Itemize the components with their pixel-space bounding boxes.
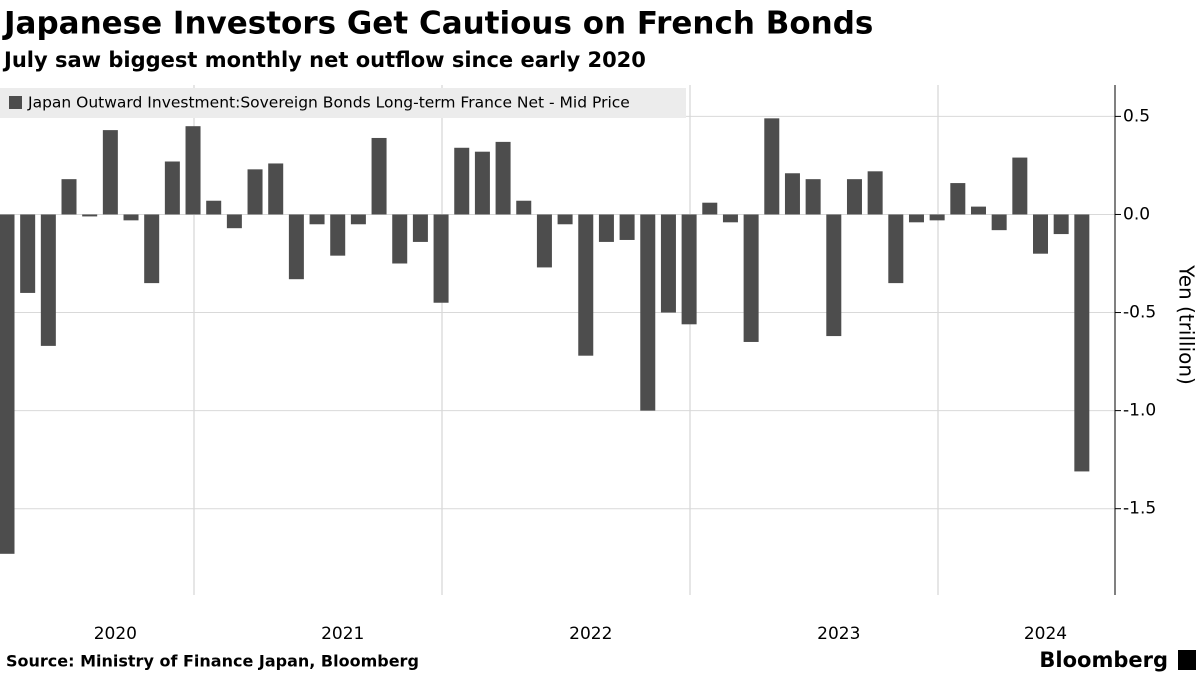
bar xyxy=(309,214,325,225)
bar xyxy=(950,183,966,215)
bar xyxy=(268,163,284,215)
x-tick-label: 2023 xyxy=(817,624,860,644)
y-tick-label: -0.5 xyxy=(1123,303,1156,323)
bar xyxy=(516,200,532,215)
bar xyxy=(681,214,697,325)
bar xyxy=(454,147,470,215)
bar xyxy=(1033,214,1048,254)
bar xyxy=(764,118,780,215)
bar xyxy=(350,214,366,225)
y-axis-label: Yen (trillion) xyxy=(1175,264,1199,385)
bar xyxy=(330,214,346,256)
bar xyxy=(826,214,842,337)
x-tick-label: 2024 xyxy=(1024,624,1067,644)
x-tick-label: 2020 xyxy=(94,624,137,644)
y-tick-label: 0.5 xyxy=(1123,106,1150,126)
bar xyxy=(598,214,614,242)
bar xyxy=(1074,214,1090,472)
bar xyxy=(743,214,759,342)
bar xyxy=(20,214,36,293)
bar xyxy=(82,214,98,217)
x-tick-label: 2022 xyxy=(569,624,612,644)
bar xyxy=(61,179,77,215)
chart-subtitle: July saw biggest monthly net outflow sin… xyxy=(2,48,646,72)
legend-label: Japan Outward Investment:Sovereign Bonds… xyxy=(27,94,630,112)
y-tick-label: -1.0 xyxy=(1123,401,1156,421)
legend-swatch xyxy=(9,96,22,109)
bar xyxy=(226,214,242,229)
bar xyxy=(846,179,862,215)
bar xyxy=(702,202,718,215)
bar xyxy=(908,214,924,223)
bar xyxy=(102,130,118,215)
bar xyxy=(144,214,160,284)
source: Source: Ministry of Finance Japan, Bloom… xyxy=(6,652,419,671)
brand-icon xyxy=(1178,650,1196,670)
bar xyxy=(371,137,387,215)
bar xyxy=(929,214,945,221)
bar xyxy=(288,214,304,280)
legend-box xyxy=(0,88,686,118)
x-tick-label: 2021 xyxy=(321,624,364,644)
bar xyxy=(640,214,656,411)
bar xyxy=(123,214,139,221)
bar xyxy=(164,161,180,215)
bar xyxy=(888,214,904,284)
bar xyxy=(557,214,573,225)
bar xyxy=(206,200,222,215)
bar xyxy=(805,179,821,215)
brand: Bloomberg xyxy=(1039,648,1168,672)
bar xyxy=(433,214,449,303)
bar xyxy=(474,151,490,215)
bar xyxy=(1012,157,1028,215)
bar xyxy=(412,214,428,242)
bar xyxy=(495,141,511,215)
bar xyxy=(619,214,635,240)
y-tick-label: -1.5 xyxy=(1123,499,1156,519)
bar xyxy=(722,214,738,223)
chart-title: Japanese Investors Get Cautious on Frenc… xyxy=(2,6,873,42)
bar xyxy=(867,171,883,215)
bar xyxy=(991,214,1007,231)
bar xyxy=(536,214,552,268)
bar xyxy=(0,214,15,554)
bar xyxy=(392,214,408,264)
bar xyxy=(1053,214,1069,235)
bar xyxy=(660,214,676,313)
bar xyxy=(578,214,594,356)
bar xyxy=(784,173,800,215)
bar xyxy=(40,214,56,346)
bar xyxy=(247,169,263,215)
bar xyxy=(970,206,986,215)
y-tick-label: 0.0 xyxy=(1123,204,1150,224)
bar xyxy=(185,126,201,215)
